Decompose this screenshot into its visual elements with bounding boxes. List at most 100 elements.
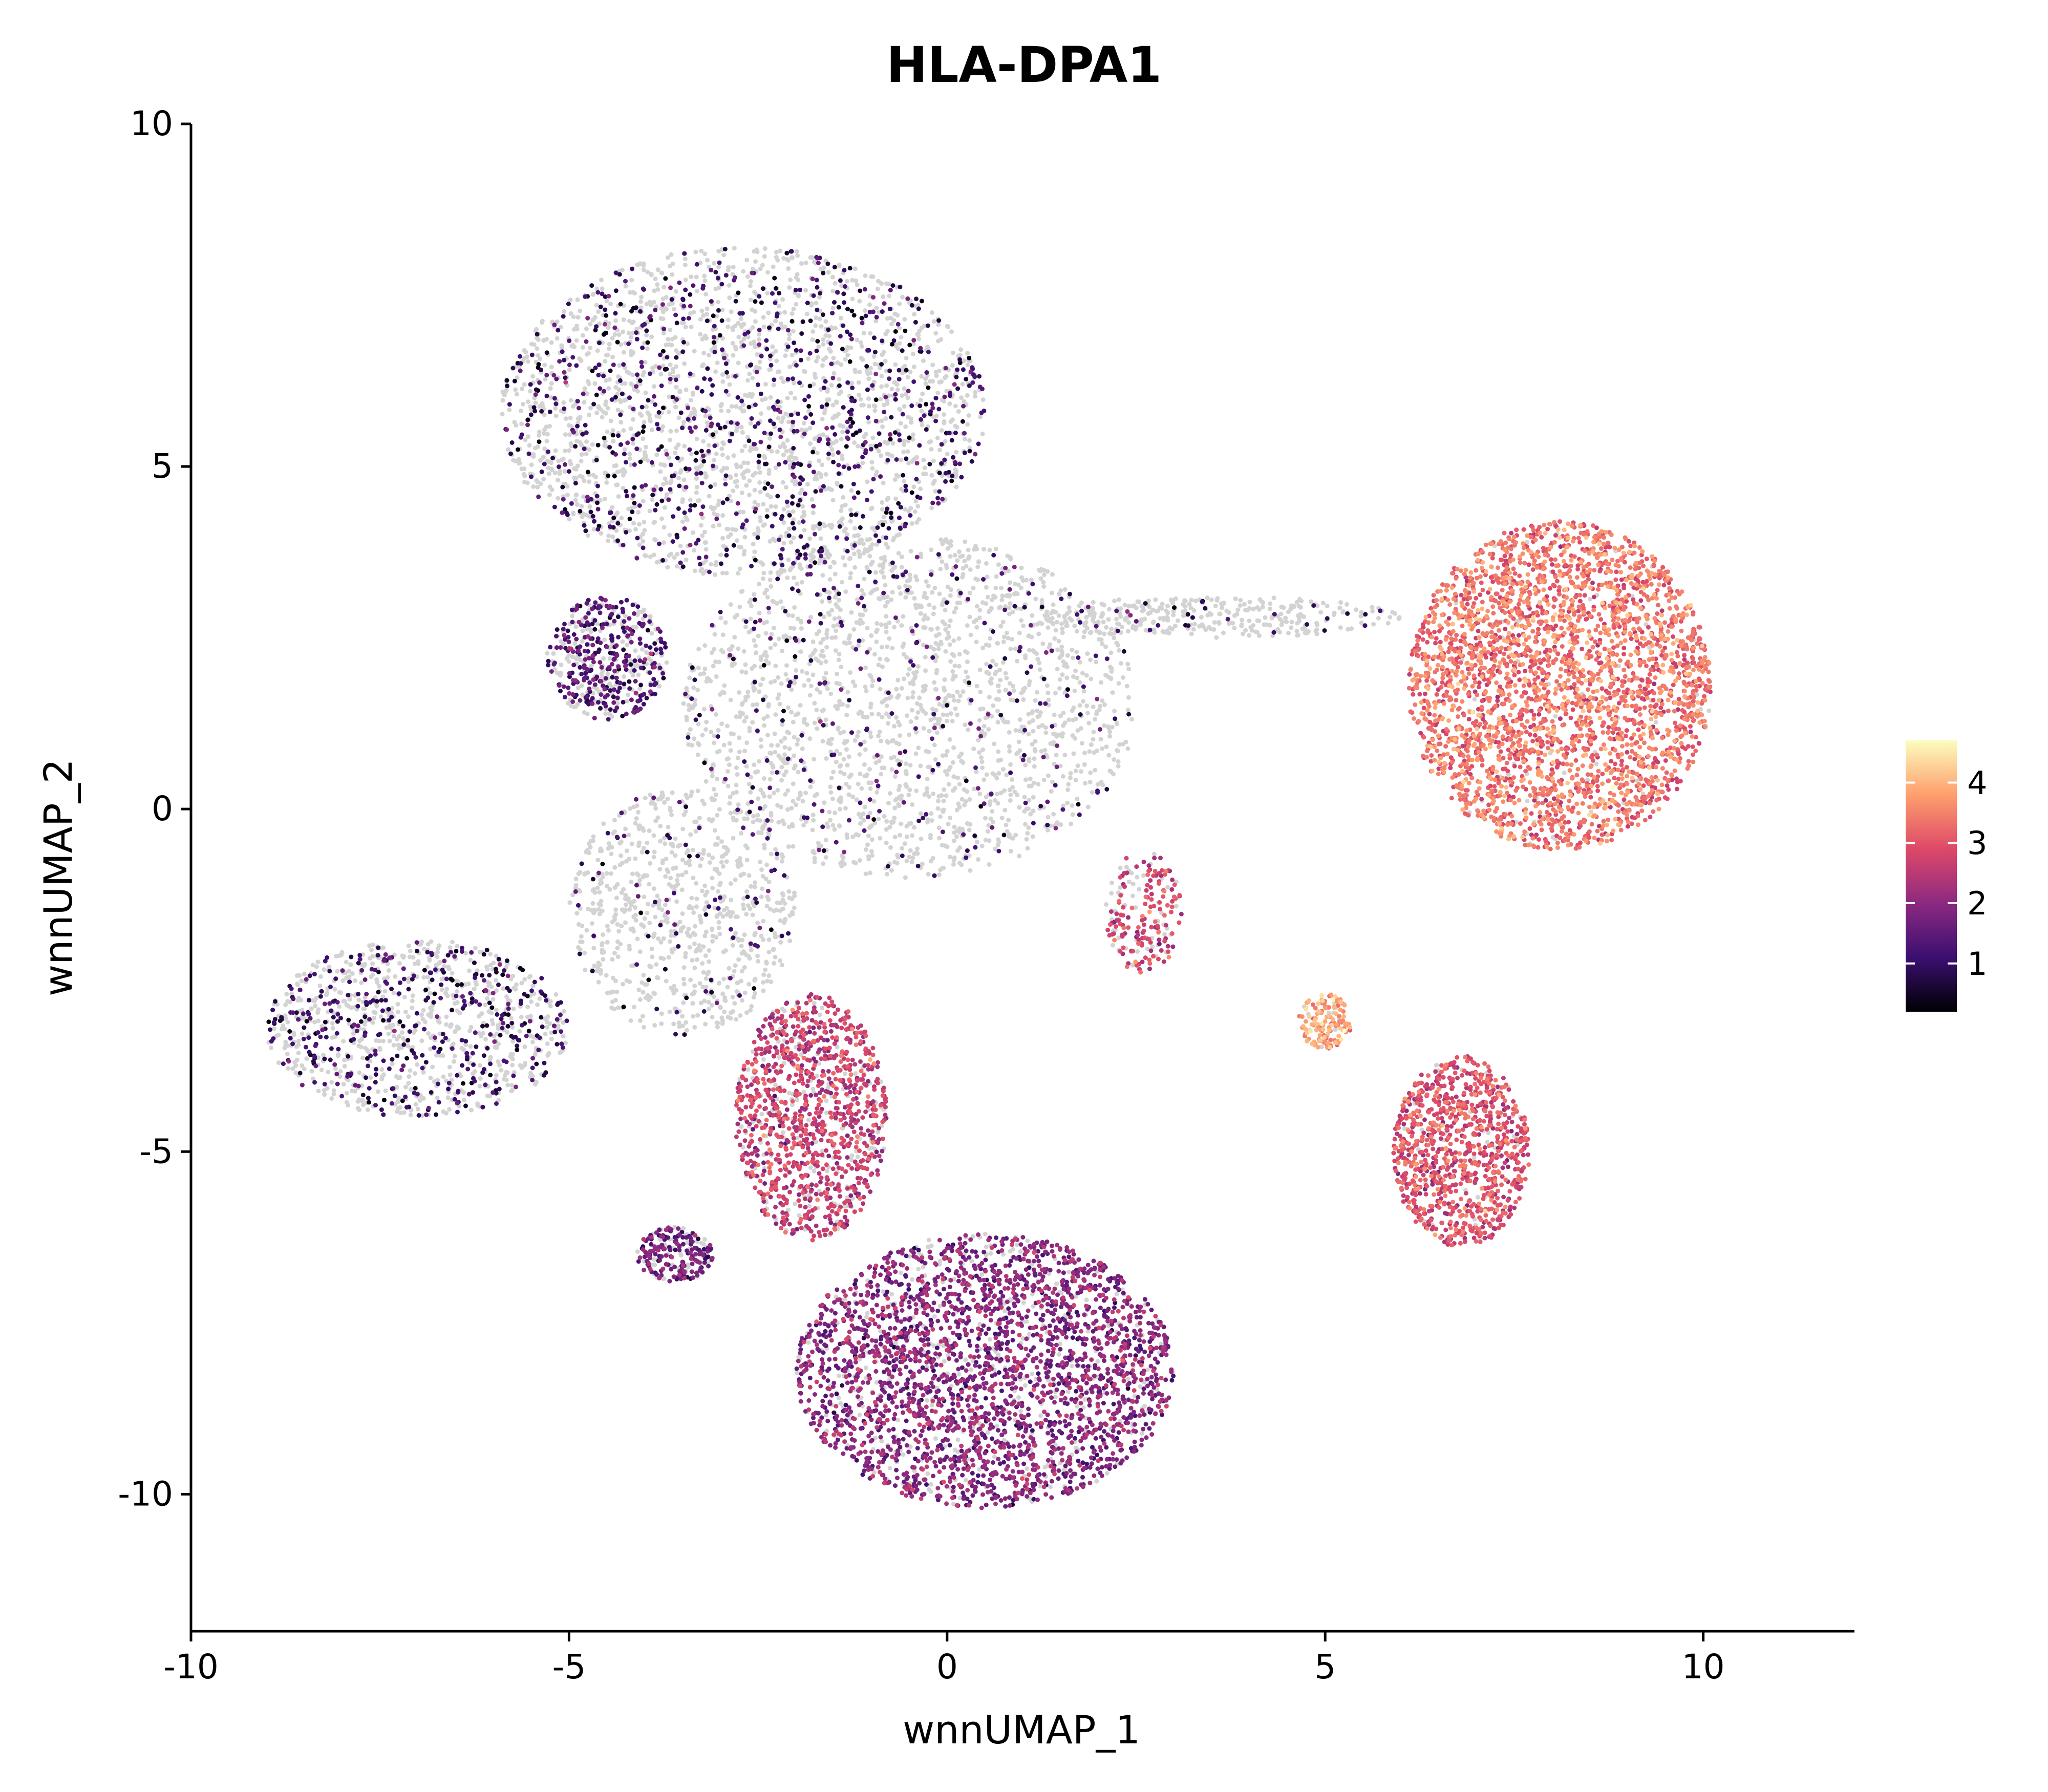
cell-point — [777, 369, 782, 374]
cell-point — [711, 524, 716, 529]
cell-point — [946, 782, 951, 787]
cell-point — [715, 750, 720, 755]
cell-point — [889, 597, 894, 602]
cell-point — [736, 646, 741, 651]
cell-point — [1108, 770, 1114, 775]
cell-point — [517, 365, 522, 370]
cell-point — [982, 547, 986, 552]
cell-point — [823, 671, 828, 676]
cell-point — [641, 499, 646, 504]
cell-point — [705, 420, 710, 425]
cell-point — [408, 1068, 413, 1073]
cell-point — [927, 440, 932, 445]
cell-point — [829, 447, 835, 452]
cell-point — [715, 889, 720, 894]
cell-point — [651, 833, 656, 838]
cell-point — [918, 811, 923, 816]
cell-point — [785, 730, 790, 734]
cell-point — [739, 702, 744, 707]
cell-point — [967, 614, 972, 620]
cell-point — [787, 365, 793, 369]
cell-point — [744, 483, 749, 488]
cell-point — [521, 472, 526, 477]
cell-point — [563, 1040, 568, 1046]
cell-point — [1075, 796, 1080, 801]
cell-point — [842, 862, 847, 867]
cell-point — [649, 428, 654, 433]
cell-point — [963, 669, 968, 674]
cell-point — [890, 441, 895, 446]
cell-point — [701, 707, 707, 712]
cell-point — [890, 590, 895, 595]
cell-point — [785, 788, 791, 793]
cell-point — [948, 815, 953, 820]
cell-point — [650, 366, 655, 371]
cell-point — [809, 497, 815, 502]
cell-point — [615, 510, 620, 516]
cell-point — [468, 957, 473, 963]
cell-point — [667, 302, 672, 307]
cell-point — [656, 906, 662, 911]
cell-point — [686, 742, 691, 747]
cell-point — [925, 817, 930, 822]
cell-point — [882, 554, 887, 560]
cell-point — [661, 462, 666, 467]
cell-point — [894, 861, 900, 866]
cell-point — [637, 997, 643, 1002]
cell-point — [1093, 717, 1098, 722]
cell-point — [341, 1082, 346, 1087]
cell-point — [529, 462, 534, 467]
cell-point — [765, 733, 770, 738]
cell-point — [629, 335, 633, 339]
cell-point — [574, 327, 580, 332]
cell-point — [741, 475, 746, 480]
cell-point — [762, 522, 767, 527]
cell-point — [782, 325, 787, 329]
cell-point — [834, 628, 839, 633]
cell-point — [828, 691, 834, 696]
cell-point — [752, 549, 757, 554]
cell-point — [980, 747, 986, 752]
cell-point — [790, 423, 795, 428]
cell-point — [707, 407, 712, 412]
cell-point — [827, 612, 832, 617]
cell-point — [874, 627, 880, 632]
cell-point — [689, 325, 694, 330]
cell-point — [780, 297, 785, 302]
cell-point — [344, 959, 349, 965]
cell-point — [721, 465, 727, 471]
cell-point — [893, 362, 898, 367]
cell-point — [1043, 730, 1049, 735]
cell-point — [766, 310, 771, 315]
cell-point — [898, 733, 903, 738]
cell-point — [960, 827, 965, 831]
cell-point — [636, 672, 641, 677]
cell-point — [386, 1031, 391, 1036]
cell-point — [695, 752, 700, 757]
cell-point — [989, 676, 994, 681]
cell-point — [705, 424, 710, 429]
cell-point — [1031, 729, 1036, 734]
cell-point — [729, 898, 734, 903]
cell-point — [811, 381, 816, 387]
cell-point — [702, 471, 708, 476]
cell-point — [569, 443, 574, 449]
cell-point — [871, 799, 877, 804]
cell-point — [606, 325, 611, 330]
cell-point — [926, 764, 931, 770]
cell-point — [1074, 649, 1079, 654]
cell-point — [726, 534, 731, 539]
cell-point — [356, 1043, 361, 1048]
cell-point — [737, 690, 741, 695]
cell-point — [1051, 602, 1056, 607]
cell-point — [852, 368, 858, 373]
cell-point — [990, 820, 995, 824]
cell-point — [445, 1095, 451, 1100]
cell-point — [929, 473, 934, 478]
cell-point — [917, 605, 922, 609]
cell-point — [764, 507, 770, 513]
cell-point — [930, 590, 935, 595]
cell-point — [451, 1041, 456, 1047]
cell-point — [1097, 637, 1102, 642]
cell-point — [789, 450, 794, 455]
